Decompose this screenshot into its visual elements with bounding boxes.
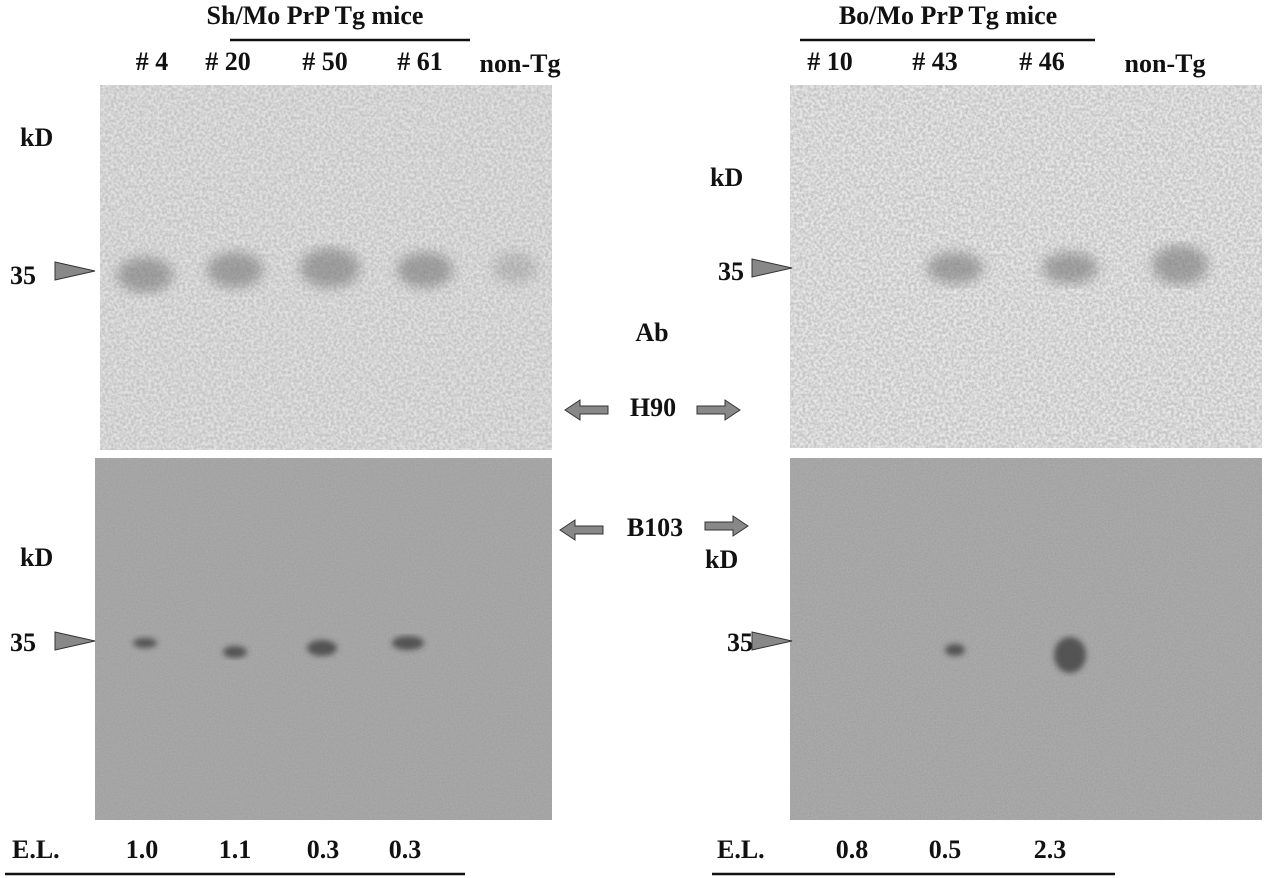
arrow-right <box>704 515 749 537</box>
marker-arrow <box>54 261 96 281</box>
ab-name: H90 <box>630 393 676 422</box>
marker-label: 35 <box>10 261 36 290</box>
lane-label: # 50 <box>302 47 348 76</box>
el-value: 2.3 <box>1034 835 1067 864</box>
blot-right-top <box>790 85 1262 448</box>
blot-left-top <box>100 85 552 450</box>
marker-arrow <box>751 258 793 278</box>
unit-label: kD <box>710 163 743 192</box>
marker-label: 35 <box>718 257 744 286</box>
panel-title: Sh/Mo PrP Tg mice <box>207 1 424 30</box>
arrow-right <box>696 399 741 421</box>
lane-label: non-Tg <box>1125 49 1206 78</box>
marker-arrow <box>751 631 793 651</box>
el-value: 1.0 <box>126 835 159 864</box>
el-label: E.L. <box>12 835 60 864</box>
arrow-left <box>564 399 609 421</box>
el-value: 1.1 <box>219 835 252 864</box>
lane-label: # 43 <box>912 47 958 76</box>
marker-arrow <box>54 631 96 651</box>
panel-title: Bo/Mo PrP Tg mice <box>839 1 1057 30</box>
lane-label: # 4 <box>136 47 169 76</box>
el-value: 0.3 <box>389 835 422 864</box>
marker-label: 35 <box>727 628 753 657</box>
lane-label: # 20 <box>205 47 251 76</box>
el-value: 0.3 <box>307 835 340 864</box>
unit-label: kD <box>20 543 53 572</box>
ab-name: B103 <box>627 513 683 542</box>
blot-right-bottom <box>790 458 1262 820</box>
unit-label: kD <box>705 545 738 574</box>
el-value: 0.5 <box>929 835 962 864</box>
ab-label: Ab <box>635 318 668 347</box>
el-label: E.L. <box>717 835 765 864</box>
lane-label: # 46 <box>1019 47 1065 76</box>
blot-left-bottom <box>95 458 552 820</box>
marker-label: 35 <box>10 628 36 657</box>
arrow-left <box>559 519 604 541</box>
lane-label: # 61 <box>397 47 443 76</box>
lane-label: non-Tg <box>480 49 561 78</box>
el-value: 0.8 <box>836 835 869 864</box>
lane-label: # 10 <box>807 47 853 76</box>
unit-label: kD <box>20 123 53 152</box>
